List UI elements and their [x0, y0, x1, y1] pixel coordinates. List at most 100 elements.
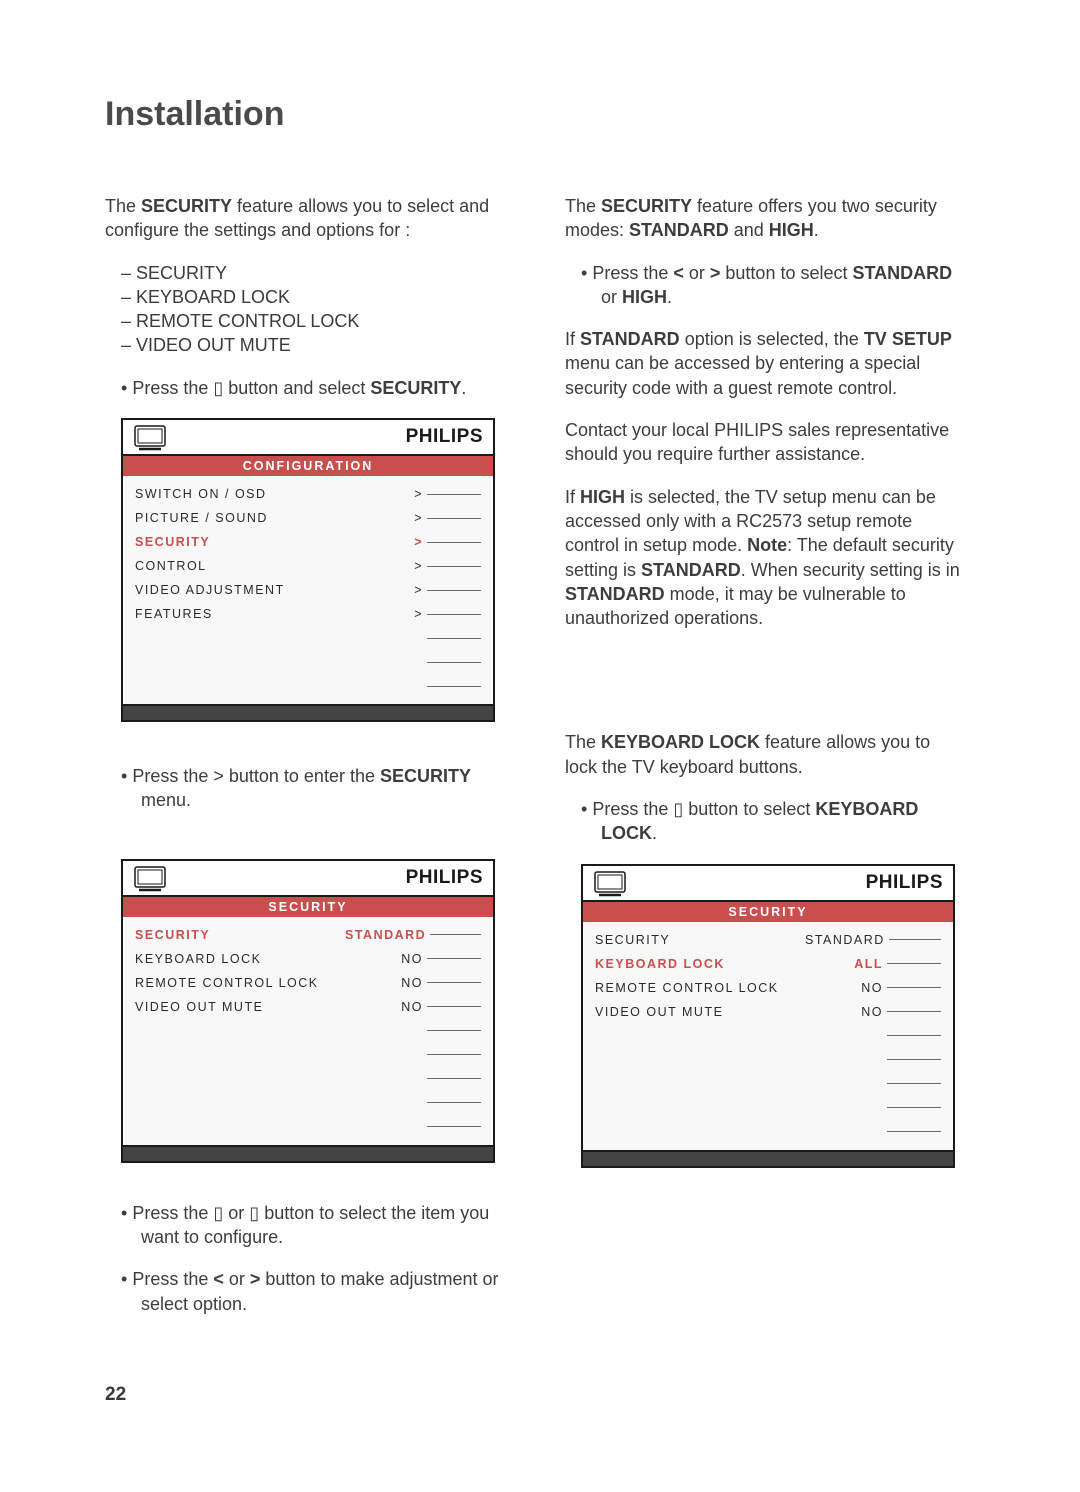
- osd-body: SECURITYSTANDARDKEYBOARD LOCKALLREMOTE C…: [583, 922, 953, 1150]
- osd-header: PHILIPS: [583, 866, 953, 902]
- press-select-mode-step: Press the < or > button to select STANDA…: [565, 261, 965, 310]
- osd-row-value: >: [345, 487, 427, 501]
- osd-row-empty: .: [135, 650, 481, 674]
- list-item: KEYBOARD LOCK: [105, 285, 505, 309]
- osd-row: REMOTE CONTROL LOCKNO: [135, 971, 481, 995]
- osd-row-label: CONTROL: [135, 559, 345, 573]
- osd-title: CONFIGURATION: [123, 456, 493, 476]
- left-column: The SECURITY feature allows you to selec…: [105, 194, 505, 1334]
- osd-row-label: FEATURES: [135, 607, 345, 621]
- brand-label: PHILIPS: [406, 426, 483, 448]
- osd-header: PHILIPS: [123, 420, 493, 456]
- osd-row-value: >: [345, 607, 427, 621]
- osd-body: SWITCH ON / OSD>PICTURE / SOUND>SECURITY…: [123, 476, 493, 704]
- osd-row-label: SECURITY: [595, 933, 805, 947]
- osd-row-rule: [427, 1006, 481, 1007]
- osd-row-label: REMOTE CONTROL LOCK: [595, 981, 805, 995]
- osd-row-empty: .: [135, 1067, 481, 1091]
- osd-row: KEYBOARD LOCKNO: [135, 947, 481, 971]
- osd-body: SECURITYSTANDARDKEYBOARD LOCKNOREMOTE CO…: [123, 917, 493, 1145]
- osd-row-value: NO: [805, 1005, 887, 1019]
- osd-row-label: REMOTE CONTROL LOCK: [135, 976, 345, 990]
- press-menu-step: Press the ▯ button and select SECURITY.: [105, 376, 505, 400]
- list-item: VIDEO OUT MUTE: [105, 333, 505, 357]
- osd-row-rule: [887, 987, 941, 988]
- osd-row-empty: .: [595, 1048, 941, 1072]
- osd-row-empty: .: [135, 674, 481, 698]
- modes-text: The SECURITY feature offers you two secu…: [565, 194, 965, 243]
- osd-row-label: SECURITY: [135, 535, 345, 549]
- osd-row-empty: .: [595, 1072, 941, 1096]
- osd-row-label: KEYBOARD LOCK: [135, 952, 345, 966]
- osd-row-rule: [887, 1011, 941, 1012]
- press-kb-step: Press the ▯ button to select KEYBOARD LO…: [565, 797, 965, 846]
- page-title: Installation: [105, 95, 970, 134]
- osd-row-empty: .: [135, 1091, 481, 1115]
- intro-text: The SECURITY feature allows you to selec…: [105, 194, 505, 243]
- osd-row-value: >: [345, 583, 427, 597]
- osd-row-value: NO: [345, 1000, 427, 1014]
- high-explain: If HIGH is selected, the TV setup menu c…: [565, 485, 965, 631]
- osd-row-label: SECURITY: [135, 928, 345, 942]
- osd-row-rule: [427, 590, 481, 591]
- press-updown-step: Press the ▯ or ▯ button to select the it…: [105, 1201, 505, 1250]
- tv-icon: [133, 865, 167, 898]
- osd-row-value: >: [345, 535, 427, 549]
- osd-footer: [583, 1150, 953, 1166]
- tv-icon: [593, 870, 627, 903]
- osd-row-empty: .: [595, 1024, 941, 1048]
- osd-row-value: >: [345, 511, 427, 525]
- osd-row-value: STANDARD: [805, 933, 889, 947]
- keyboard-lock-text: The KEYBOARD LOCK feature allows you to …: [565, 730, 965, 779]
- osd-row: KEYBOARD LOCKALL: [595, 952, 941, 976]
- osd-row: REMOTE CONTROL LOCKNO: [595, 976, 941, 1000]
- osd-header: PHILIPS: [123, 861, 493, 897]
- osd-row-rule: [427, 494, 481, 495]
- osd-row-label: SWITCH ON / OSD: [135, 487, 345, 501]
- osd-row: SWITCH ON / OSD>: [135, 482, 481, 506]
- osd-row-rule: [427, 958, 481, 959]
- osd-configuration-panel: PHILIPS CONFIGURATION SWITCH ON / OSD>PI…: [121, 418, 495, 722]
- brand-label: PHILIPS: [406, 867, 483, 889]
- list-item: REMOTE CONTROL LOCK: [105, 309, 505, 333]
- osd-row: FEATURES>: [135, 602, 481, 626]
- osd-security-kb-panel: PHILIPS SECURITY SECURITYSTANDARDKEYBOAR…: [581, 864, 955, 1168]
- press-leftright-step: Press the < or > button to make adjustme…: [105, 1267, 505, 1316]
- osd-row-rule: [430, 934, 481, 935]
- osd-row: SECURITYSTANDARD: [135, 923, 481, 947]
- osd-row: VIDEO ADJUSTMENT>: [135, 578, 481, 602]
- tv-icon: [133, 424, 167, 457]
- osd-row-label: VIDEO OUT MUTE: [595, 1005, 805, 1019]
- brand-label: PHILIPS: [866, 872, 943, 894]
- osd-title: SECURITY: [123, 897, 493, 917]
- osd-row-value: NO: [805, 981, 887, 995]
- osd-row-rule: [427, 614, 481, 615]
- osd-row-value: NO: [345, 952, 427, 966]
- osd-row-value: NO: [345, 976, 427, 990]
- osd-row-empty: .: [135, 626, 481, 650]
- osd-row-empty: .: [135, 1043, 481, 1067]
- osd-security-panel: PHILIPS SECURITY SECURITYSTANDARDKEYBOAR…: [121, 859, 495, 1163]
- osd-row-label: PICTURE / SOUND: [135, 511, 345, 525]
- osd-row: SECURITYSTANDARD: [595, 928, 941, 952]
- press-right-step: Press the > button to enter the SECURITY…: [105, 764, 505, 813]
- osd-row-rule: [427, 566, 481, 567]
- osd-row: VIDEO OUT MUTENO: [595, 1000, 941, 1024]
- standard-explain: If STANDARD option is selected, the TV S…: [565, 327, 965, 400]
- osd-row-label: KEYBOARD LOCK: [595, 957, 805, 971]
- osd-title: SECURITY: [583, 902, 953, 922]
- osd-row: VIDEO OUT MUTENO: [135, 995, 481, 1019]
- page-number: 22: [105, 1384, 126, 1406]
- osd-row-rule: [887, 963, 941, 964]
- osd-row-value: STANDARD: [345, 928, 430, 942]
- osd-row-rule: [889, 939, 941, 940]
- feature-list: SECURITY KEYBOARD LOCK REMOTE CONTROL LO…: [105, 261, 505, 358]
- osd-row-rule: [427, 982, 481, 983]
- osd-row: PICTURE / SOUND>: [135, 506, 481, 530]
- osd-row: CONTROL>: [135, 554, 481, 578]
- contact-text: Contact your local PHILIPS sales represe…: [565, 418, 965, 467]
- osd-footer: [123, 704, 493, 720]
- osd-row: SECURITY>: [135, 530, 481, 554]
- osd-row-label: VIDEO OUT MUTE: [135, 1000, 345, 1014]
- osd-row-empty: .: [595, 1120, 941, 1144]
